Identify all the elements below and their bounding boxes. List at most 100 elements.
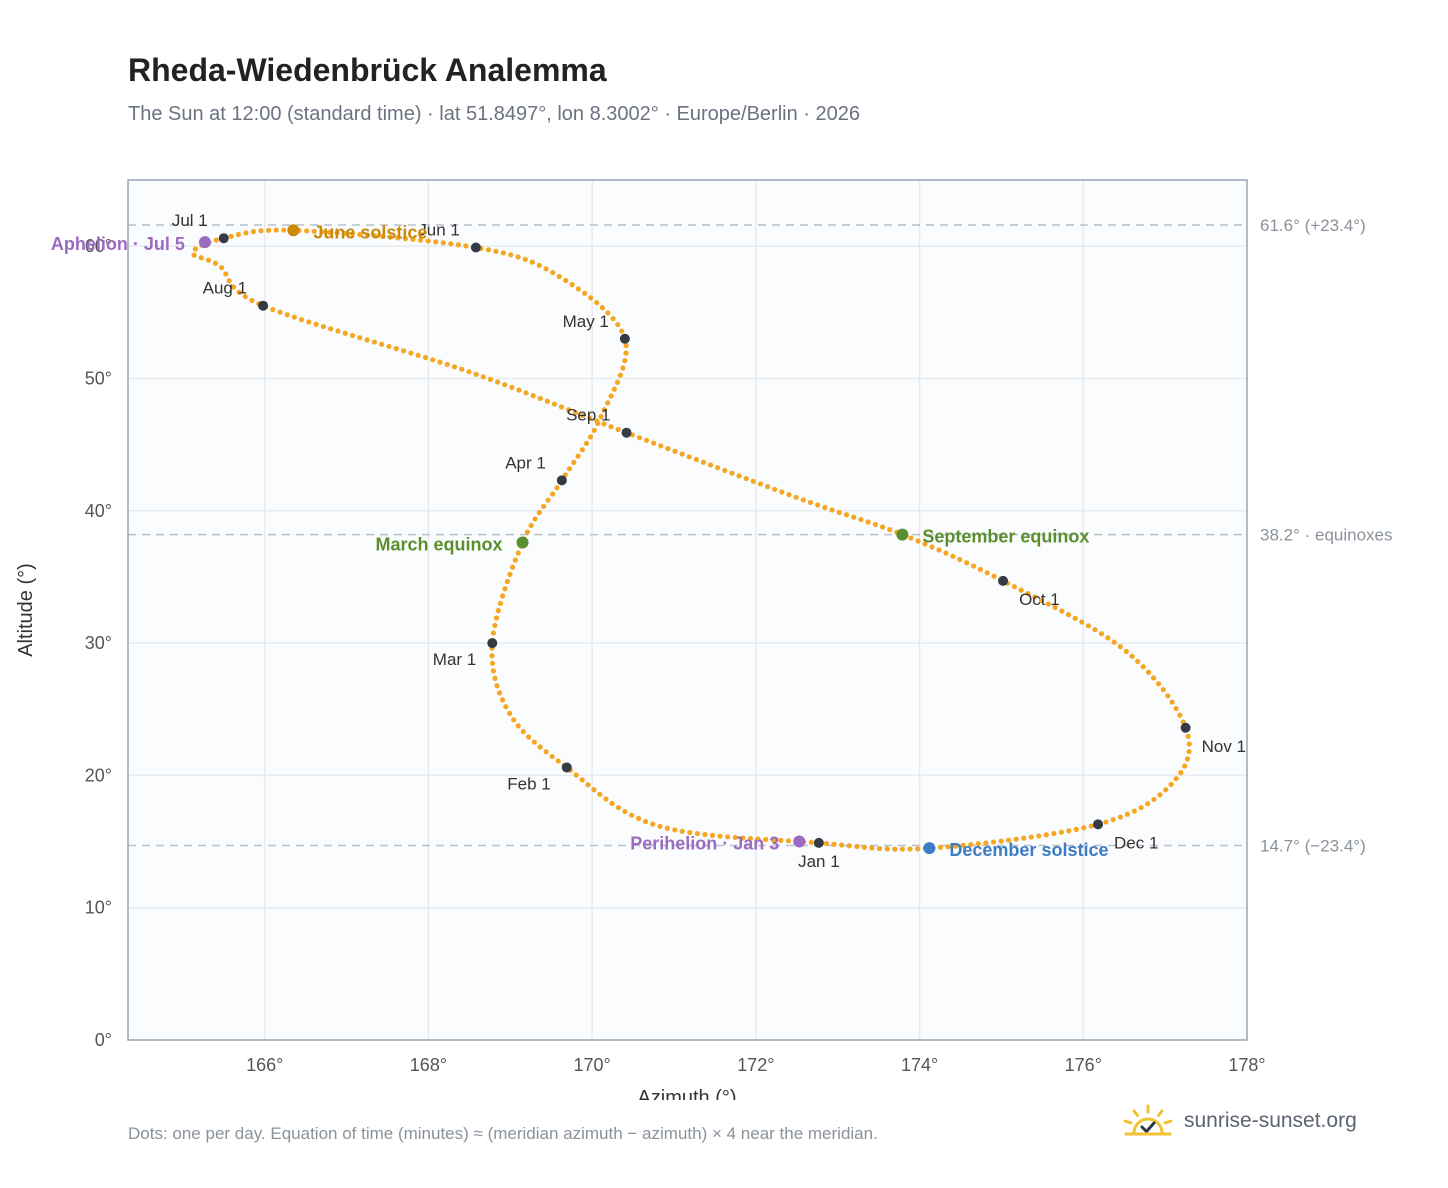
daily-dot xyxy=(635,815,642,822)
daily-dot xyxy=(615,805,622,811)
daily-dot xyxy=(342,330,348,336)
brand-link[interactable]: sunrise-sunset.org xyxy=(1120,1103,1357,1139)
daily-dot xyxy=(543,266,549,272)
daily-dot xyxy=(858,516,864,523)
daily-dot xyxy=(226,278,232,284)
daily-dot xyxy=(192,246,199,252)
daily-dot xyxy=(750,478,756,484)
daily-dot xyxy=(342,230,348,236)
daily-dot xyxy=(551,401,558,407)
daily-dot xyxy=(506,710,513,716)
daily-dot xyxy=(614,379,621,385)
daily-dot xyxy=(218,265,225,271)
daily-dot xyxy=(829,507,835,513)
daily-dot xyxy=(1085,623,1092,629)
daily-dot xyxy=(740,835,746,841)
daily-dot xyxy=(515,723,521,729)
daily-dot xyxy=(664,825,670,831)
daily-dot xyxy=(622,358,628,364)
x-tick-label: 178° xyxy=(1228,1055,1265,1075)
daily-dot xyxy=(326,229,333,235)
daily-dot xyxy=(510,564,516,570)
daily-dot xyxy=(328,326,334,332)
daily-dot xyxy=(1092,627,1098,633)
daily-dot xyxy=(371,339,378,345)
daily-dot xyxy=(277,309,283,315)
daily-dot xyxy=(402,236,409,242)
daily-dot xyxy=(822,504,828,511)
daily-dot xyxy=(493,615,500,621)
daily-dot xyxy=(605,310,611,316)
daily-dot xyxy=(489,660,496,666)
daily-dot xyxy=(492,622,498,629)
daily-dot xyxy=(497,600,504,606)
daily-dot xyxy=(500,593,506,599)
daily-dot xyxy=(854,843,860,850)
daily-dot xyxy=(970,563,977,569)
daily-dot xyxy=(615,321,621,328)
month-marker xyxy=(1093,819,1104,830)
daily-dot xyxy=(205,257,212,263)
daily-dot xyxy=(212,260,219,266)
daily-dot xyxy=(839,842,845,848)
daily-dot xyxy=(1184,756,1191,762)
month-label: Sep 1 xyxy=(566,406,610,425)
page-title: Rheda-Wiedenbrück Analemma xyxy=(128,52,607,88)
daily-dot xyxy=(1110,817,1116,823)
daily-dot xyxy=(605,400,611,406)
daily-dot xyxy=(899,846,906,852)
daily-dot xyxy=(1065,612,1072,618)
daily-dot xyxy=(1072,615,1078,621)
daily-dot xyxy=(451,364,458,370)
daily-dot xyxy=(410,236,416,242)
daily-dot xyxy=(579,777,585,783)
daily-dot xyxy=(598,414,604,420)
daily-dot xyxy=(372,233,378,239)
daily-dot xyxy=(922,541,928,547)
daily-dot xyxy=(770,837,776,843)
daily-dot xyxy=(587,434,594,440)
daily-dot xyxy=(536,509,542,516)
daily-dot xyxy=(430,357,436,363)
daily-dot xyxy=(549,753,555,760)
daily-dot xyxy=(1117,814,1123,820)
y-tick-label: 40° xyxy=(85,501,112,521)
daily-dot xyxy=(915,846,921,852)
daily-dot xyxy=(492,675,498,681)
daily-dot xyxy=(743,475,749,482)
x-axis-ticks: 166° 168° 170° 172° 174° 176° 178° xyxy=(246,1055,1266,1075)
daily-dot xyxy=(1123,648,1129,654)
daily-dot xyxy=(717,833,723,839)
daily-dot xyxy=(503,704,509,710)
daily-dot xyxy=(1006,837,1012,843)
daily-dot xyxy=(555,758,561,764)
daily-dot xyxy=(1018,587,1024,593)
daily-dot xyxy=(541,503,547,509)
event-marker xyxy=(793,835,806,848)
daily-dot xyxy=(846,843,852,849)
daily-dot xyxy=(763,836,769,843)
daily-dot xyxy=(480,374,486,380)
daily-dot xyxy=(990,839,997,845)
daily-dot xyxy=(502,586,508,592)
daily-dot xyxy=(236,289,242,295)
daily-dot xyxy=(1011,584,1017,590)
page-subtitle: The Sun at 12:00 (standard time) · lat 5… xyxy=(128,103,860,125)
daily-dot xyxy=(579,447,585,453)
daily-dot xyxy=(1145,669,1152,675)
daily-dot xyxy=(786,492,792,498)
event-label: Aphelion · Jul 5 xyxy=(51,234,185,254)
daily-dot xyxy=(729,470,735,476)
daily-dot xyxy=(508,252,514,258)
daily-dot xyxy=(998,838,1004,844)
month-marker xyxy=(218,233,229,244)
daily-dot xyxy=(448,241,454,247)
daily-dot xyxy=(575,453,581,459)
daily-dot xyxy=(779,489,785,495)
daily-dot xyxy=(707,462,714,468)
daily-dot xyxy=(651,440,657,446)
daily-dot xyxy=(608,393,614,399)
daily-dot xyxy=(573,409,579,416)
daily-dot xyxy=(515,254,521,260)
daily-dot xyxy=(583,440,590,447)
